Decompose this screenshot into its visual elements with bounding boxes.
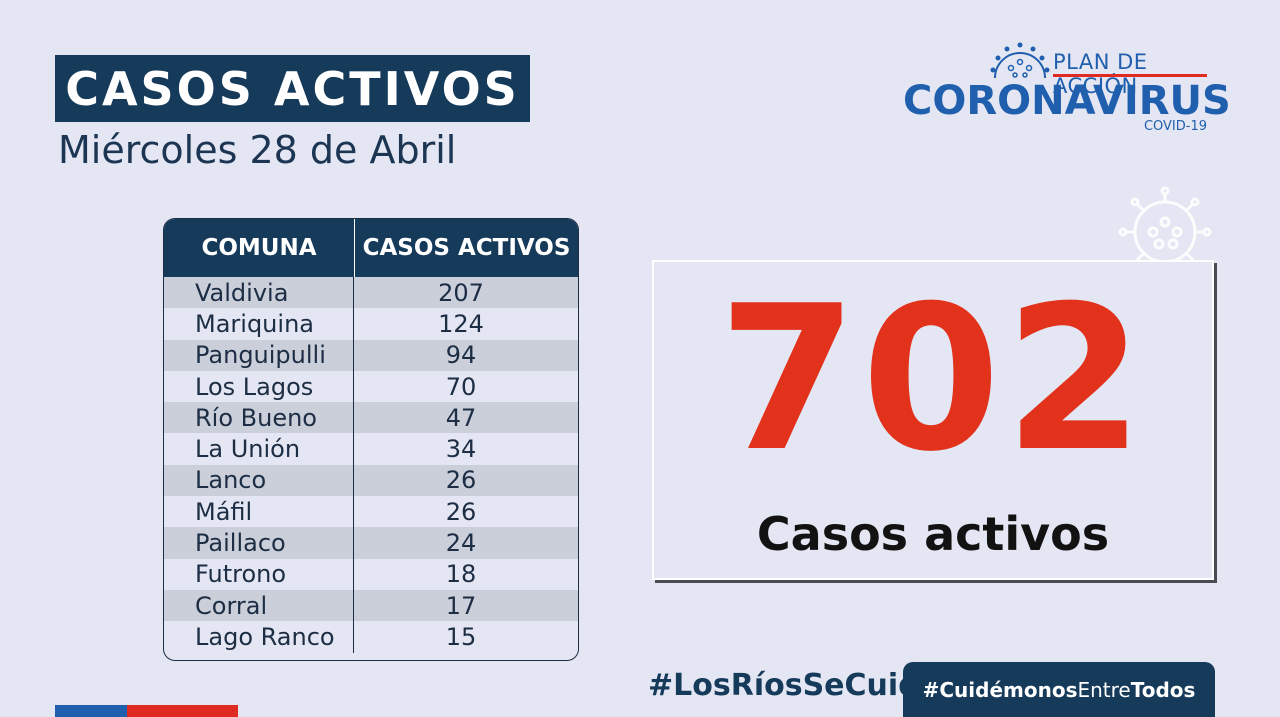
comuna-cell: Valdivia bbox=[164, 277, 354, 309]
coronavirus-icon bbox=[990, 42, 1050, 79]
table-header: COMUNA CASOS ACTIVOS bbox=[164, 219, 578, 277]
table-row: Máfil 26 bbox=[164, 496, 578, 528]
table-row: Paillaco 24 bbox=[164, 527, 578, 559]
comuna-cell: Mariquina bbox=[164, 308, 354, 340]
casos-cell: 26 bbox=[445, 466, 477, 495]
hashtag-los-rios: #LosRíosSeCuida bbox=[648, 668, 940, 703]
table-row: Mariquina 124 bbox=[164, 308, 578, 340]
table-row: Corral 17 bbox=[164, 589, 578, 622]
date-label: Miércoles 28 de Abril bbox=[58, 128, 457, 172]
table-row: Lanco 26 bbox=[164, 464, 578, 497]
comuna-cell: La Unión bbox=[164, 433, 354, 465]
hashtag2-part-a: #Cuidémonos bbox=[922, 677, 1078, 702]
comuna-cell: Lanco bbox=[164, 464, 354, 497]
casos-cell: 15 bbox=[445, 622, 477, 651]
table-row: Futrono 18 bbox=[164, 558, 578, 590]
hashtag2-part-b: Entre bbox=[1077, 677, 1131, 702]
footer-stripe-blue bbox=[55, 705, 127, 717]
casos-cell: 17 bbox=[445, 591, 477, 620]
table-row: Río Bueno 47 bbox=[164, 402, 578, 434]
casos-cell: 34 bbox=[445, 435, 477, 464]
hashtag2-part-c: Todos bbox=[1130, 677, 1196, 702]
total-cases-label: Casos activos bbox=[756, 507, 1110, 561]
logo-plan-text: PLAN DE ACCIÓN bbox=[1053, 50, 1148, 98]
coronavirus-logo: PLAN DE ACCIÓN CORONAVIRUS COVID-19 bbox=[900, 40, 1231, 140]
virus-watermark-icon bbox=[1118, 186, 1212, 264]
column-header-comuna: COMUNA bbox=[164, 219, 355, 277]
casos-cell: 124 bbox=[438, 309, 484, 338]
comuna-cell: Paillaco bbox=[164, 527, 354, 559]
logo-sub-text: COVID-19 bbox=[1143, 119, 1207, 134]
casos-cell: 26 bbox=[445, 497, 477, 526]
table-row: Lago Ranco 15 bbox=[164, 621, 578, 653]
comuna-cell: Panguipulli bbox=[164, 339, 354, 371]
casos-cell: 24 bbox=[445, 529, 477, 558]
page-title: CASOS ACTIVOS bbox=[55, 55, 530, 122]
cases-table: COMUNA CASOS ACTIVOS Valdivia 207 Mariqui… bbox=[163, 218, 579, 661]
casos-cell: 94 bbox=[445, 341, 477, 370]
logo-main-text: CORONAVIRUS bbox=[903, 78, 1231, 124]
comuna-cell: Corral bbox=[164, 589, 354, 622]
total-card: 702 Casos activos bbox=[652, 260, 1214, 580]
hashtag-cuidemonos: #Cuidémonos Entre Todos bbox=[903, 662, 1215, 717]
table-row: Los Lagos 70 bbox=[164, 370, 578, 403]
table-row: La Unión 34 bbox=[164, 433, 578, 465]
table-row: Valdivia 207 bbox=[164, 277, 578, 309]
casos-cell: 18 bbox=[445, 560, 477, 589]
comuna-cell: Máfil bbox=[164, 496, 354, 528]
casos-cell: 70 bbox=[445, 372, 477, 401]
table-row: Panguipulli 94 bbox=[164, 339, 578, 371]
total-cases-number: 702 bbox=[718, 263, 1148, 496]
comuna-cell: Río Bueno bbox=[164, 402, 354, 434]
footer-stripe-red bbox=[127, 705, 238, 717]
comuna-cell: Lago Ranco bbox=[164, 621, 354, 653]
comuna-cell: Los Lagos bbox=[164, 370, 354, 403]
column-header-casos: CASOS ACTIVOS bbox=[362, 235, 571, 261]
casos-cell: 207 bbox=[438, 278, 484, 307]
casos-cell: 47 bbox=[445, 403, 477, 432]
logo-underline bbox=[1053, 74, 1207, 77]
comuna-cell: Futrono bbox=[164, 558, 354, 590]
